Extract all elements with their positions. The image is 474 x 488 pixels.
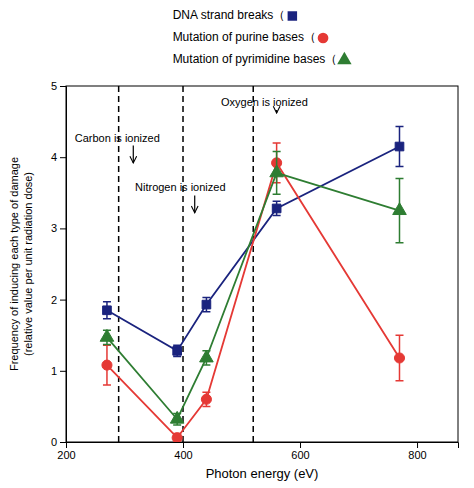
annotations: Carbon is ionized Nitrogen is ionized Oxyg… bbox=[75, 96, 308, 213]
tick-label: 0 bbox=[51, 436, 57, 448]
data-point bbox=[202, 300, 211, 309]
tick-mark bbox=[60, 442, 66, 443]
chart: 200 400 600 800 0 1 2 3 4 5 Photon energy (eV) Freq… bbox=[0, 0, 474, 488]
tick-mark bbox=[60, 300, 66, 301]
data-point bbox=[393, 203, 407, 215]
legend-item: DNA strand breaks（ bbox=[173, 8, 297, 22]
data-point bbox=[270, 165, 284, 177]
error-bar bbox=[395, 127, 403, 167]
data-point bbox=[394, 353, 404, 363]
plot-frame bbox=[66, 86, 458, 442]
legend-label: DNA strand breaks（ bbox=[173, 8, 286, 22]
tick-mark bbox=[300, 442, 301, 448]
legend: DNA strand breaks（ Mutation of purine bas… bbox=[173, 8, 352, 66]
annotation: Oxygen is ionized bbox=[221, 96, 308, 108]
tick-label: 4 bbox=[51, 151, 57, 163]
tick: 1 bbox=[51, 365, 66, 377]
error-bar bbox=[202, 297, 210, 311]
legend-item: Mutation of purine bases（ bbox=[173, 30, 329, 44]
data-point bbox=[170, 411, 184, 423]
tick-label: 200 bbox=[57, 449, 75, 461]
tick: 0 bbox=[51, 436, 66, 448]
x-axis-title: Photon energy (eV) bbox=[206, 466, 319, 481]
reference-line bbox=[252, 86, 254, 442]
data-point bbox=[172, 433, 182, 442]
tick: 600 bbox=[291, 442, 309, 461]
series-line bbox=[107, 163, 400, 438]
error-bar bbox=[273, 201, 281, 215]
x-axis: 200 400 600 800 bbox=[57, 442, 458, 461]
tick-mark bbox=[417, 442, 418, 448]
tick: 4 bbox=[51, 151, 66, 163]
series bbox=[100, 152, 406, 425]
data-point bbox=[201, 394, 211, 404]
tick-label: 800 bbox=[408, 449, 426, 461]
tick-label: 3 bbox=[51, 222, 57, 234]
tick-mark bbox=[60, 157, 66, 158]
annotation: Carbon is ionized bbox=[75, 132, 160, 144]
tick-label: 400 bbox=[174, 449, 192, 461]
tick-label: 5 bbox=[51, 80, 57, 92]
tick: 400 bbox=[174, 442, 192, 461]
series-line bbox=[107, 147, 400, 351]
legend-symbol bbox=[337, 52, 351, 64]
reference-line bbox=[182, 86, 184, 442]
annotation-arrow bbox=[194, 195, 195, 212]
axis-domain bbox=[67, 443, 459, 449]
tick: 5 bbox=[51, 80, 66, 92]
tick-label: 2 bbox=[51, 294, 57, 306]
error-bar bbox=[103, 302, 111, 319]
annotation: Nitrogen is ionized bbox=[135, 181, 226, 193]
axis-domain bbox=[60, 87, 67, 443]
legend-item: Mutation of pyrimidine bases（ bbox=[173, 52, 352, 66]
legend-symbol bbox=[318, 33, 329, 44]
tick-mark bbox=[60, 86, 66, 87]
tick: 2 bbox=[51, 294, 66, 306]
legend-label: Mutation of purine bases（ bbox=[173, 30, 316, 44]
series bbox=[102, 143, 405, 442]
error-bar bbox=[173, 345, 181, 356]
data-point bbox=[200, 350, 214, 362]
data-point bbox=[272, 204, 281, 213]
tick-mark bbox=[183, 442, 184, 448]
tick-mark bbox=[60, 228, 66, 229]
data-point bbox=[103, 306, 112, 315]
tick: 3 bbox=[51, 222, 66, 234]
annotation-arrow bbox=[276, 110, 277, 113]
data-point bbox=[173, 347, 182, 356]
series-line bbox=[107, 173, 400, 419]
tick-label: 600 bbox=[291, 449, 309, 461]
tick-label: 1 bbox=[51, 365, 57, 377]
data-point bbox=[395, 142, 404, 151]
data-point bbox=[102, 360, 112, 370]
y-axis-title: Frequency of inducing each type of damag… bbox=[8, 157, 34, 371]
legend-symbol bbox=[288, 11, 297, 20]
y-axis: 0 1 2 3 4 5 bbox=[51, 80, 67, 448]
data-point bbox=[100, 329, 114, 341]
legend-label: Mutation of pyrimidine bases（ bbox=[173, 52, 338, 66]
tick: 200 bbox=[57, 442, 75, 461]
tick: 800 bbox=[408, 442, 426, 461]
annotation-arrow bbox=[133, 146, 134, 163]
tick-mark bbox=[60, 371, 66, 372]
